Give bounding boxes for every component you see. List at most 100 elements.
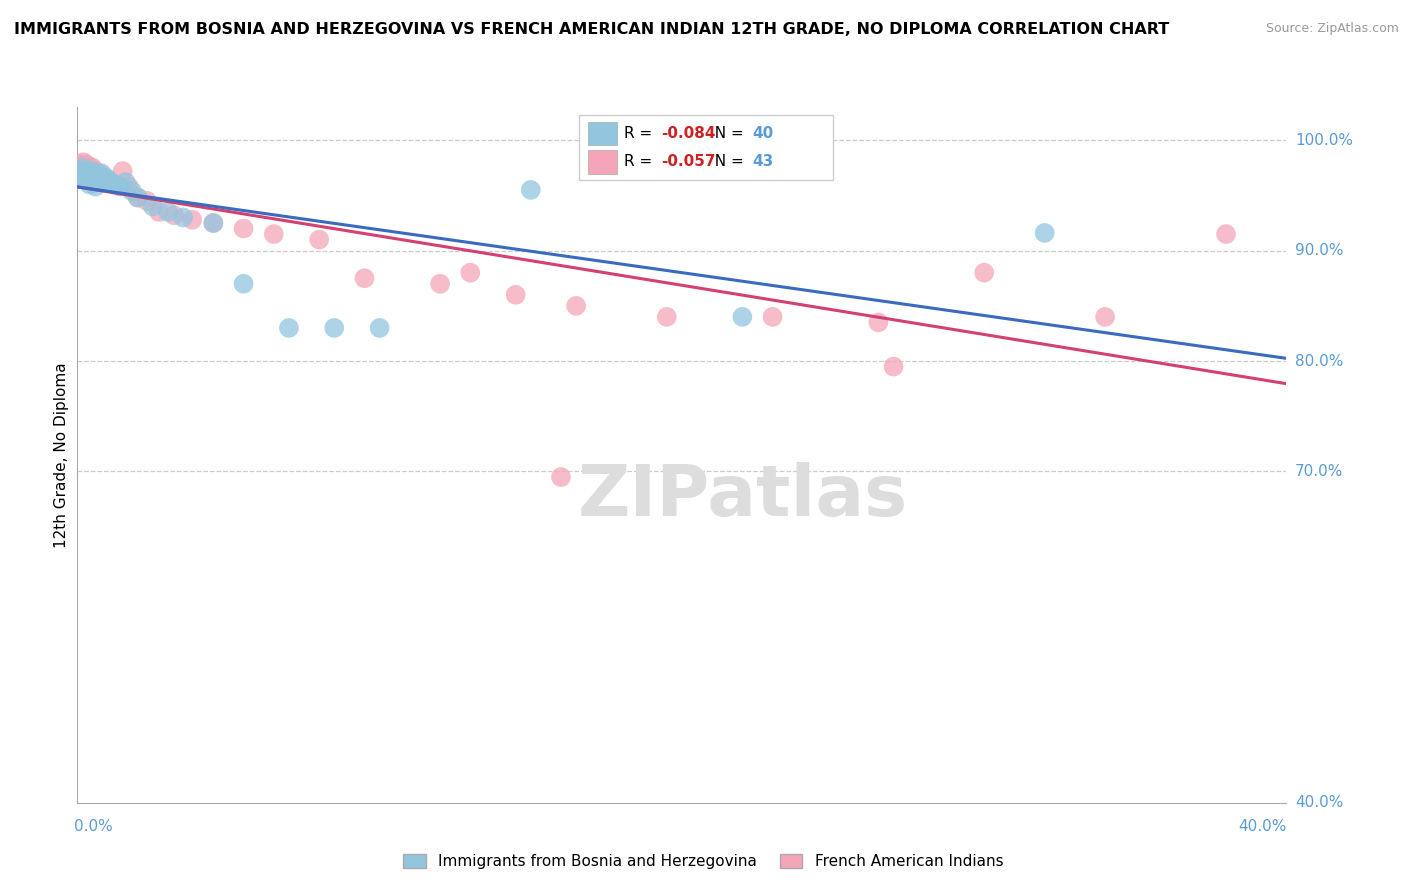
Point — [75, 171, 97, 186]
Text: IMMIGRANTS FROM BOSNIA AND HERZEGOVINA VS FRENCH AMERICAN INDIAN 12TH GRADE, NO : IMMIGRANTS FROM BOSNIA AND HERZEGOVINA V… — [14, 22, 1170, 37]
Text: 100.0%: 100.0% — [1295, 133, 1353, 148]
Point — [100, 175, 122, 189]
Point — [429, 277, 451, 291]
Point — [148, 205, 170, 219]
Point — [90, 169, 112, 183]
Point — [127, 191, 149, 205]
Point — [505, 287, 527, 301]
FancyBboxPatch shape — [588, 121, 617, 145]
Point — [79, 166, 101, 180]
Point — [84, 179, 107, 194]
Point — [202, 216, 225, 230]
Point — [108, 179, 131, 194]
Text: 40.0%: 40.0% — [1295, 796, 1343, 810]
Point — [655, 310, 678, 324]
Text: 90.0%: 90.0% — [1295, 244, 1343, 258]
Point — [79, 160, 101, 174]
Point — [72, 155, 94, 169]
Point — [72, 171, 94, 186]
Text: 40: 40 — [752, 126, 773, 141]
Point — [75, 161, 97, 176]
Point — [323, 321, 346, 335]
Point — [90, 166, 112, 180]
Point — [72, 161, 94, 175]
Text: N =: N = — [704, 126, 748, 141]
Text: -0.084: -0.084 — [661, 126, 716, 141]
Point — [82, 164, 104, 178]
Text: N =: N = — [704, 154, 748, 169]
Point — [172, 211, 194, 225]
Text: 70.0%: 70.0% — [1295, 464, 1343, 479]
Y-axis label: 12th Grade, No Diploma: 12th Grade, No Diploma — [53, 362, 69, 548]
Point — [550, 470, 572, 484]
Point — [278, 321, 301, 335]
Point — [142, 199, 165, 213]
Point — [93, 170, 115, 185]
Point — [69, 169, 91, 183]
Point — [368, 321, 391, 335]
Point — [75, 157, 97, 171]
Point — [118, 179, 141, 194]
Point — [232, 277, 254, 291]
Point — [90, 173, 112, 187]
Point — [1215, 227, 1237, 241]
Point — [84, 164, 107, 178]
Point — [868, 315, 890, 329]
Point — [731, 310, 754, 324]
Point — [114, 175, 136, 189]
Point — [79, 170, 101, 185]
Point — [69, 157, 91, 171]
Point — [202, 216, 225, 230]
Point — [87, 169, 110, 183]
Point — [79, 178, 101, 192]
Text: ZIPatlas: ZIPatlas — [578, 462, 907, 531]
Point — [105, 178, 128, 192]
Text: -0.057: -0.057 — [661, 154, 716, 169]
Point — [87, 166, 110, 180]
Point — [69, 164, 91, 178]
Text: 80.0%: 80.0% — [1295, 353, 1343, 368]
Point — [883, 359, 905, 374]
Text: R =: R = — [624, 154, 657, 169]
Point — [84, 166, 107, 180]
Point — [87, 175, 110, 189]
Point — [82, 166, 104, 180]
Text: 0.0%: 0.0% — [75, 820, 112, 834]
Point — [82, 161, 104, 175]
Point — [75, 164, 97, 178]
Point — [82, 169, 104, 183]
Point — [232, 221, 254, 235]
Legend: Immigrants from Bosnia and Herzegovina, French American Indians: Immigrants from Bosnia and Herzegovina, … — [396, 847, 1010, 875]
Point — [72, 164, 94, 178]
Point — [263, 227, 285, 241]
Point — [82, 171, 104, 186]
Point — [69, 161, 91, 175]
Point — [121, 184, 143, 198]
Point — [84, 170, 107, 185]
Point — [157, 205, 180, 219]
Point — [973, 266, 995, 280]
Point — [127, 191, 149, 205]
Point — [75, 169, 97, 183]
Point — [163, 208, 186, 222]
Text: Source: ZipAtlas.com: Source: ZipAtlas.com — [1265, 22, 1399, 36]
Point — [93, 170, 115, 185]
FancyBboxPatch shape — [579, 115, 832, 180]
Point — [762, 310, 785, 324]
Point — [96, 173, 118, 187]
Point — [82, 175, 104, 189]
Point — [72, 166, 94, 180]
FancyBboxPatch shape — [588, 150, 617, 174]
Point — [520, 183, 543, 197]
Point — [181, 212, 204, 227]
Point — [111, 164, 134, 178]
Point — [79, 169, 101, 183]
Point — [1033, 226, 1056, 240]
Point — [96, 171, 118, 186]
Point — [100, 175, 122, 189]
Text: R =: R = — [624, 126, 657, 141]
Point — [75, 166, 97, 180]
Point — [103, 178, 125, 192]
Point — [308, 233, 330, 247]
Point — [353, 271, 375, 285]
